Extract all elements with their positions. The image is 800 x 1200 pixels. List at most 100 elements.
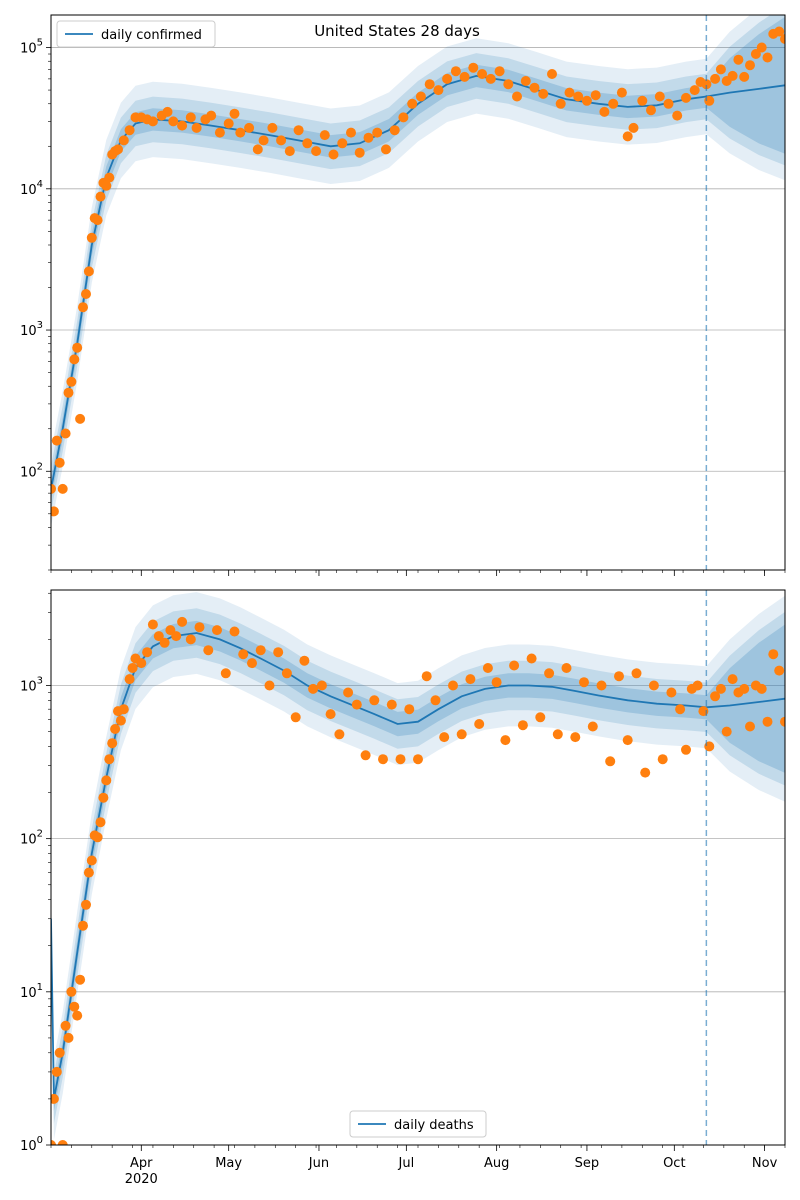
legend-box bbox=[56, 20, 216, 48]
observed-point bbox=[774, 26, 785, 37]
x-tick-label: Apr bbox=[130, 1156, 153, 1171]
observed-point bbox=[407, 98, 418, 109]
observed-point bbox=[491, 677, 502, 688]
observed-point bbox=[512, 91, 522, 102]
observed-point bbox=[247, 658, 257, 669]
observed-point bbox=[194, 622, 205, 633]
x-year-label: 2020 bbox=[125, 1172, 158, 1187]
observed-point bbox=[442, 73, 453, 84]
observed-point bbox=[404, 704, 415, 715]
observed-point bbox=[290, 712, 301, 723]
observed-point bbox=[756, 683, 767, 694]
observed-point bbox=[421, 671, 432, 682]
plot-area bbox=[51, 15, 785, 527]
observed-point bbox=[255, 645, 266, 656]
observed-point bbox=[51, 1140, 56, 1145]
observed-point bbox=[381, 144, 391, 155]
observed-point bbox=[570, 732, 581, 743]
y-tick-label: 101 bbox=[20, 982, 43, 1001]
observed-point bbox=[485, 73, 496, 84]
observed-point bbox=[739, 683, 750, 694]
observed-point bbox=[564, 87, 575, 98]
observed-point bbox=[147, 619, 158, 630]
observed-point bbox=[614, 671, 624, 682]
observed-point bbox=[459, 71, 470, 82]
observed-point bbox=[710, 691, 721, 702]
observed-point bbox=[395, 754, 406, 765]
observed-point bbox=[631, 668, 642, 679]
observed-point bbox=[774, 665, 785, 676]
observed-point bbox=[692, 680, 703, 691]
observed-point bbox=[258, 135, 269, 146]
band-inner bbox=[51, 620, 785, 1111]
observed-point bbox=[780, 34, 785, 44]
observed-point bbox=[372, 127, 383, 138]
observed-point bbox=[616, 87, 627, 98]
observed-point bbox=[413, 754, 423, 765]
observed-point bbox=[456, 729, 467, 740]
observed-point bbox=[477, 69, 488, 79]
observed-point bbox=[78, 920, 88, 931]
observed-point bbox=[159, 637, 170, 648]
observed-point bbox=[520, 76, 531, 86]
y-tick-label: 104 bbox=[20, 179, 43, 198]
observed-point bbox=[369, 695, 380, 706]
y-tick-label: 103 bbox=[20, 320, 43, 339]
observed-point bbox=[727, 674, 738, 685]
observed-point bbox=[57, 483, 68, 494]
observed-point bbox=[220, 668, 231, 679]
observed-point bbox=[147, 116, 158, 127]
observed-point bbox=[63, 1032, 74, 1043]
observed-point bbox=[689, 85, 700, 96]
observed-point bbox=[547, 69, 557, 79]
observed-point bbox=[448, 680, 458, 691]
band-outer bbox=[51, 592, 785, 1140]
observed-point bbox=[637, 95, 648, 106]
legend-label: daily confirmed bbox=[101, 28, 202, 43]
observed-point bbox=[81, 899, 91, 910]
observed-point bbox=[168, 116, 179, 127]
observed-point bbox=[672, 110, 683, 121]
observed-point bbox=[701, 79, 712, 90]
observed-point bbox=[136, 658, 147, 669]
observed-point bbox=[599, 106, 610, 117]
observed-point bbox=[177, 616, 188, 627]
observed-point bbox=[654, 91, 665, 102]
observed-point bbox=[273, 647, 284, 658]
observed-point bbox=[107, 738, 118, 749]
observed-point bbox=[657, 754, 668, 765]
observed-point bbox=[98, 792, 109, 803]
x-tick-label: Sep bbox=[575, 1156, 600, 1171]
observed-point bbox=[439, 732, 450, 743]
observed-point bbox=[500, 735, 511, 746]
observed-point bbox=[360, 750, 371, 761]
observed-point bbox=[203, 645, 214, 656]
observed-point bbox=[337, 138, 348, 149]
x-tick-label: Jun bbox=[308, 1156, 329, 1171]
legend-label: daily deaths bbox=[394, 1118, 474, 1133]
observed-point bbox=[590, 90, 601, 101]
observed-point bbox=[398, 112, 409, 123]
observed-point bbox=[535, 712, 546, 723]
observed-point bbox=[465, 674, 476, 685]
observed-point bbox=[581, 95, 592, 106]
observed-point bbox=[69, 1001, 80, 1012]
observed-point bbox=[648, 680, 659, 691]
observed-point bbox=[325, 709, 336, 720]
observed-point bbox=[424, 79, 435, 90]
observed-point bbox=[628, 122, 639, 133]
observed-point bbox=[494, 66, 505, 77]
observed-point bbox=[468, 62, 479, 73]
observed-point bbox=[346, 127, 356, 138]
observed-point bbox=[640, 767, 651, 778]
observed-point bbox=[54, 457, 65, 468]
observed-point bbox=[745, 721, 755, 732]
y-tick-label: 100 bbox=[20, 1135, 43, 1154]
x-tick-label: Nov bbox=[752, 1156, 778, 1171]
observed-point bbox=[229, 108, 240, 119]
observed-point bbox=[319, 130, 330, 141]
observed-point bbox=[666, 687, 677, 698]
observed-point bbox=[69, 354, 80, 365]
observed-point bbox=[646, 105, 656, 116]
